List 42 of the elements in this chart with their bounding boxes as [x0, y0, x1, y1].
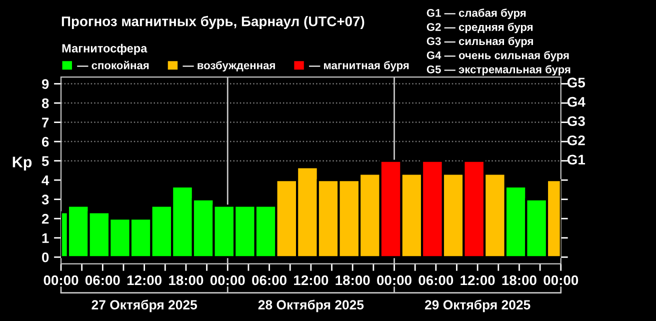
x-tick-label: 00:00 — [44, 275, 78, 286]
text: 28 Октября 2025 — [258, 300, 364, 312]
y-tick-label: 4 — [42, 176, 50, 186]
ref-line-label: G1 — [567, 154, 586, 165]
x-tick-label: 06:00 — [85, 275, 120, 286]
text: 27 Октября 2025 — [92, 300, 198, 312]
x-tick-label: 00:00 — [210, 275, 245, 286]
text: G2 — средняя буря — [426, 22, 533, 34]
legend-label: — возбужденная — [182, 61, 275, 72]
y-tick-label: 2 — [42, 214, 49, 224]
ref-line-label: G4 — [567, 96, 586, 107]
x-tick-label: 00:00 — [377, 275, 412, 286]
ref-line-label: G5 — [567, 78, 586, 88]
legend-label: — спокойная — [77, 60, 149, 70]
x-tick-label: 18:00 — [169, 275, 204, 286]
ref-line-label: G2 — [567, 135, 585, 146]
ref-line-label: G3 — [567, 116, 585, 126]
chart-title: Прогноз магнитных бурь, Барнаул (UTC+07) — [62, 16, 364, 30]
y-tick-label: 1 — [42, 233, 49, 243]
y-tick-label: 9 — [42, 79, 49, 89]
x-tick-label: 06:00 — [418, 275, 454, 286]
x-tick-label: 12:00 — [127, 275, 162, 286]
legend-title: Магнитосфера — [62, 44, 148, 55]
text: G5 — экстремальная буря — [426, 65, 570, 76]
text: G3 — сильная буря — [426, 36, 533, 48]
legend-label: — магнитная буря — [309, 61, 409, 72]
y-axis-title: Kp — [12, 156, 32, 170]
text: G4 — очень сильная буря — [426, 50, 569, 62]
x-tick-label: 06:00 — [252, 275, 286, 286]
y-tick-label: 5 — [42, 156, 49, 166]
y-tick-label: 8 — [42, 98, 49, 108]
x-tick-label: 18:00 — [502, 275, 536, 286]
text: G1 — слабая буря — [426, 8, 526, 20]
x-tick-label: 12:00 — [294, 275, 328, 286]
text: 29 Октября 2025 — [424, 300, 530, 312]
x-tick-label: 12:00 — [460, 275, 495, 286]
y-tick-label: 3 — [42, 194, 49, 205]
x-tick-label: 18:00 — [336, 275, 370, 286]
y-tick-label: 7 — [42, 118, 49, 128]
y-tick-label: 0 — [42, 252, 49, 262]
y-tick-label: 6 — [42, 136, 49, 147]
x-tick-label: 00:00 — [544, 275, 578, 286]
